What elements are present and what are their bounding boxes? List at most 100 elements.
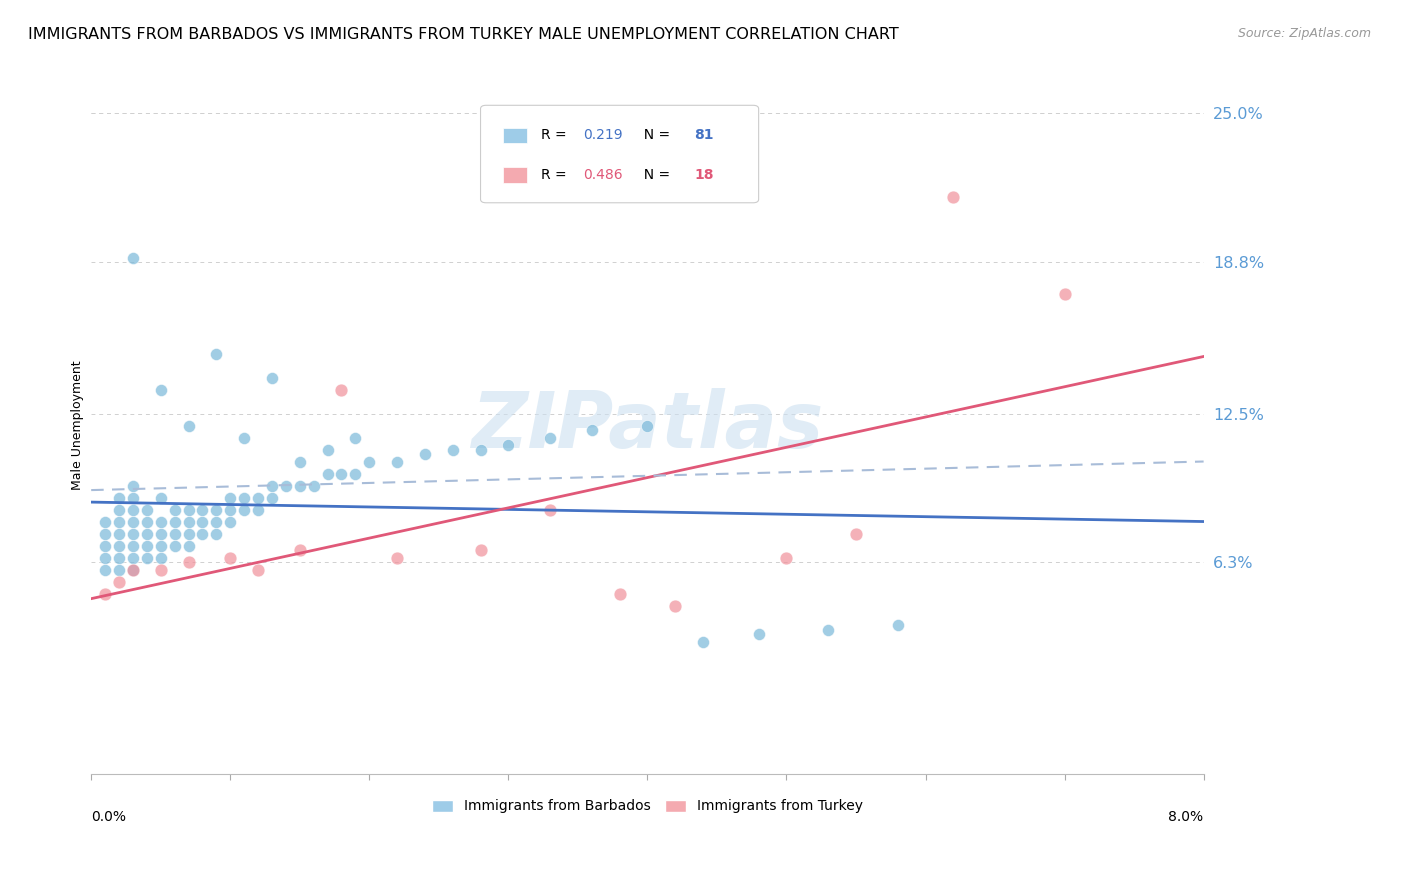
Point bbox=[692, 634, 714, 648]
Point bbox=[108, 515, 131, 529]
Point bbox=[344, 431, 367, 445]
Text: 0.219: 0.219 bbox=[583, 128, 623, 142]
Point bbox=[359, 455, 381, 469]
Point bbox=[177, 418, 200, 433]
Point bbox=[205, 346, 228, 360]
Text: ZIPatlas: ZIPatlas bbox=[471, 388, 824, 464]
Point bbox=[177, 556, 200, 570]
Point bbox=[636, 418, 658, 433]
Point bbox=[163, 515, 186, 529]
Point bbox=[316, 467, 339, 481]
Point bbox=[122, 515, 145, 529]
Point bbox=[108, 563, 131, 577]
Point bbox=[122, 251, 145, 265]
Point bbox=[122, 526, 145, 541]
Point bbox=[1053, 286, 1076, 301]
Point bbox=[177, 526, 200, 541]
Point bbox=[191, 502, 214, 516]
Point bbox=[191, 526, 214, 541]
Text: 8.0%: 8.0% bbox=[1168, 810, 1204, 824]
Point bbox=[775, 550, 797, 565]
Point bbox=[344, 467, 367, 481]
Point bbox=[94, 539, 117, 553]
Point bbox=[135, 526, 157, 541]
Text: Source: ZipAtlas.com: Source: ZipAtlas.com bbox=[1237, 27, 1371, 40]
Point bbox=[288, 455, 311, 469]
Point bbox=[108, 502, 131, 516]
Point bbox=[581, 424, 603, 438]
Text: R =: R = bbox=[540, 168, 571, 182]
Point bbox=[163, 539, 186, 553]
Point bbox=[247, 563, 270, 577]
Point bbox=[233, 491, 256, 505]
Point bbox=[205, 515, 228, 529]
Y-axis label: Male Unemployment: Male Unemployment bbox=[72, 360, 84, 491]
Point bbox=[191, 515, 214, 529]
Point bbox=[260, 491, 283, 505]
Point bbox=[108, 550, 131, 565]
Point bbox=[177, 539, 200, 553]
FancyBboxPatch shape bbox=[503, 168, 527, 183]
Point bbox=[94, 526, 117, 541]
Point bbox=[498, 438, 520, 452]
Text: 0.486: 0.486 bbox=[583, 168, 623, 182]
Point bbox=[177, 515, 200, 529]
Point bbox=[149, 515, 172, 529]
Point bbox=[664, 599, 686, 613]
Point bbox=[385, 550, 408, 565]
Point bbox=[108, 574, 131, 589]
Point bbox=[330, 467, 353, 481]
Point bbox=[108, 526, 131, 541]
Point bbox=[538, 502, 561, 516]
Point bbox=[94, 515, 117, 529]
Point bbox=[122, 502, 145, 516]
Point bbox=[247, 502, 270, 516]
Point bbox=[108, 539, 131, 553]
Point bbox=[135, 502, 157, 516]
Point bbox=[942, 190, 965, 204]
Point bbox=[219, 502, 242, 516]
Point bbox=[205, 502, 228, 516]
Point bbox=[122, 491, 145, 505]
Point bbox=[135, 515, 157, 529]
Point bbox=[163, 502, 186, 516]
Text: 81: 81 bbox=[695, 128, 714, 142]
Point bbox=[94, 563, 117, 577]
Point bbox=[233, 502, 256, 516]
Point bbox=[288, 543, 311, 558]
Point bbox=[94, 587, 117, 601]
Point bbox=[219, 491, 242, 505]
Point bbox=[302, 478, 325, 492]
Point bbox=[149, 563, 172, 577]
Point bbox=[219, 550, 242, 565]
Point bbox=[149, 526, 172, 541]
Text: N =: N = bbox=[636, 168, 675, 182]
FancyBboxPatch shape bbox=[481, 105, 759, 202]
Point bbox=[609, 587, 631, 601]
Point bbox=[122, 563, 145, 577]
Point bbox=[886, 618, 908, 632]
Point bbox=[247, 491, 270, 505]
Point bbox=[233, 431, 256, 445]
Point bbox=[538, 431, 561, 445]
Legend: Immigrants from Barbados, Immigrants from Turkey: Immigrants from Barbados, Immigrants fro… bbox=[426, 794, 869, 819]
Point bbox=[135, 539, 157, 553]
Point bbox=[385, 455, 408, 469]
Point bbox=[288, 478, 311, 492]
Point bbox=[219, 515, 242, 529]
Text: 18: 18 bbox=[695, 168, 714, 182]
Point bbox=[441, 442, 464, 457]
Point bbox=[122, 539, 145, 553]
Point bbox=[177, 502, 200, 516]
Text: N =: N = bbox=[636, 128, 675, 142]
Point bbox=[470, 442, 492, 457]
Point bbox=[316, 442, 339, 457]
Point bbox=[149, 491, 172, 505]
Point bbox=[94, 550, 117, 565]
Point bbox=[845, 526, 868, 541]
Point bbox=[122, 478, 145, 492]
Point bbox=[135, 550, 157, 565]
Point bbox=[274, 478, 297, 492]
Point bbox=[330, 383, 353, 397]
Point bbox=[149, 383, 172, 397]
